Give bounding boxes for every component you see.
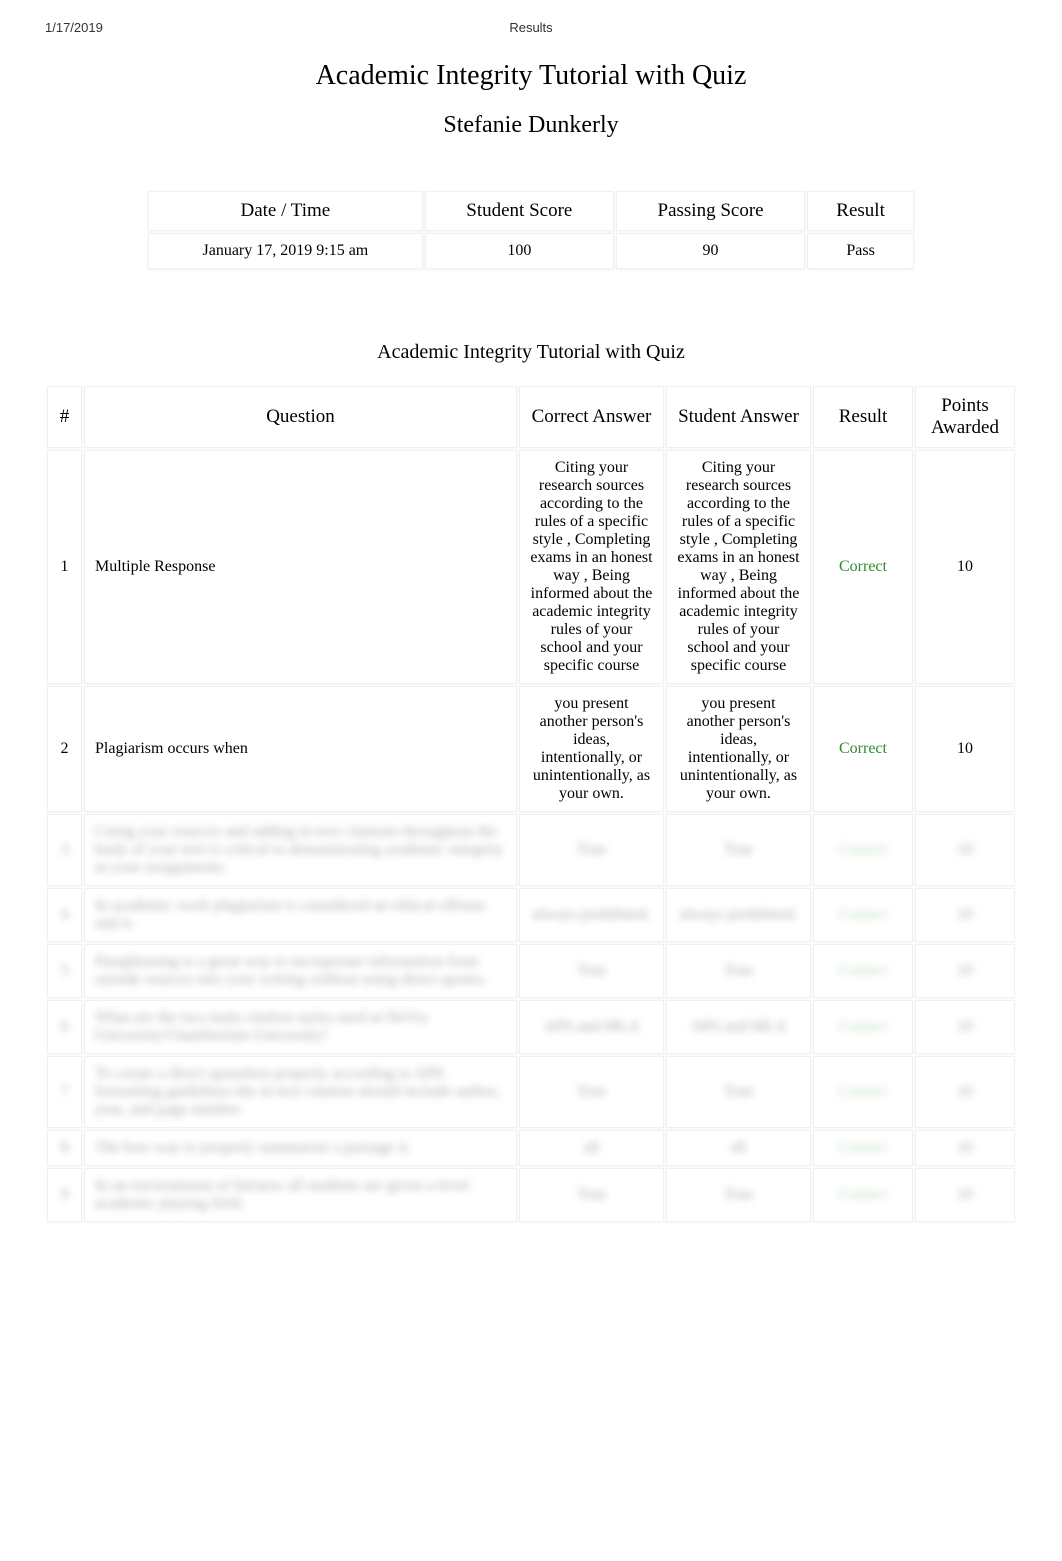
summary-header-result: Result xyxy=(807,191,914,231)
row-points: 10 xyxy=(915,814,1015,886)
row-correct-answer: always prohibited. xyxy=(519,888,664,942)
row-number: 4 xyxy=(47,888,82,942)
row-student-answer: True xyxy=(666,1056,811,1128)
results-header-num: # xyxy=(47,386,82,448)
student-name: Stefanie Dunkerly xyxy=(45,112,1017,139)
row-points: 10 xyxy=(915,1130,1015,1166)
row-student-answer: True xyxy=(666,944,811,998)
summary-passing: 90 xyxy=(616,233,805,269)
results-table: # Question Correct Answer Student Answer… xyxy=(45,384,1017,1224)
row-number: 3 xyxy=(47,814,82,886)
row-points: 10 xyxy=(915,888,1015,942)
row-points: 10 xyxy=(915,686,1015,812)
row-points: 10 xyxy=(915,1000,1015,1054)
row-question: Plagiarism occurs when xyxy=(84,686,517,812)
summary-table: Date / Time Student Score Passing Score … xyxy=(146,189,916,271)
row-question: Multiple Response xyxy=(84,450,517,684)
row-correct-answer: True xyxy=(519,814,664,886)
row-question: In academic work plagiarism is considere… xyxy=(84,888,517,942)
row-number: 1 xyxy=(47,450,82,684)
summary-header-score: Student Score xyxy=(425,191,614,231)
summary-datetime: January 17, 2019 9:15 am xyxy=(148,233,423,269)
results-header-points: Points Awarded xyxy=(915,386,1015,448)
table-row: 7To create a direct quotation properly a… xyxy=(47,1056,1015,1128)
row-result: Correct xyxy=(813,686,913,812)
table-row: 6What are the two main citation styles u… xyxy=(47,1000,1015,1054)
table-row: 3Citing your sources and adding in-text … xyxy=(47,814,1015,886)
results-header-result: Result xyxy=(813,386,913,448)
table-row: 1Multiple ResponseCiting your research s… xyxy=(47,450,1015,684)
print-header: 1/17/2019 Results xyxy=(45,20,1017,35)
row-correct-answer: True xyxy=(519,1056,664,1128)
row-result: Correct xyxy=(813,1130,913,1166)
row-points: 10 xyxy=(915,450,1015,684)
row-result: Correct xyxy=(813,450,913,684)
table-row: 9In an environment of fairness all stude… xyxy=(47,1168,1015,1222)
row-student-answer: always prohibited. xyxy=(666,888,811,942)
row-correct-answer: True xyxy=(519,944,664,998)
row-result: Correct xyxy=(813,1000,913,1054)
table-row: 2Plagiarism occurs whenyou present anoth… xyxy=(47,686,1015,812)
row-student-answer: True xyxy=(666,1168,811,1222)
results-header-question: Question xyxy=(84,386,517,448)
row-points: 10 xyxy=(915,944,1015,998)
summary-result: Pass xyxy=(807,233,914,269)
row-number: 6 xyxy=(47,1000,82,1054)
row-question: The best way to properly summarize a pas… xyxy=(84,1130,517,1166)
print-date: 1/17/2019 xyxy=(45,20,103,35)
row-student-answer: you present another person's ideas, inte… xyxy=(666,686,811,812)
row-number: 2 xyxy=(47,686,82,812)
row-result: Correct xyxy=(813,1168,913,1222)
summary-header-passing: Passing Score xyxy=(616,191,805,231)
row-question: Citing your sources and adding in-text c… xyxy=(84,814,517,886)
row-correct-answer: Citing your research sources according t… xyxy=(519,450,664,684)
row-correct-answer: you present another person's ideas, inte… xyxy=(519,686,664,812)
row-question: What are the two main citation styles us… xyxy=(84,1000,517,1054)
table-row: 8The best way to properly summarize a pa… xyxy=(47,1130,1015,1166)
row-question: In an environment of fairness all studen… xyxy=(84,1168,517,1222)
row-result: Correct xyxy=(813,814,913,886)
row-number: 7 xyxy=(47,1056,82,1128)
results-header-correct: Correct Answer xyxy=(519,386,664,448)
row-question: To create a direct quotation properly ac… xyxy=(84,1056,517,1128)
row-correct-answer: True xyxy=(519,1168,664,1222)
results-header-student: Student Answer xyxy=(666,386,811,448)
row-number: 9 xyxy=(47,1168,82,1222)
summary-score: 100 xyxy=(425,233,614,269)
row-result: Correct xyxy=(813,944,913,998)
table-row: 5Paraphrasing is a great way to incorpor… xyxy=(47,944,1015,998)
summary-row: January 17, 2019 9:15 am 100 90 Pass xyxy=(148,233,914,269)
row-correct-answer: all xyxy=(519,1130,664,1166)
row-result: Correct xyxy=(813,1056,913,1128)
table-row: 4In academic work plagiarism is consider… xyxy=(47,888,1015,942)
row-points: 10 xyxy=(915,1056,1015,1128)
row-number: 5 xyxy=(47,944,82,998)
row-student-answer: all xyxy=(666,1130,811,1166)
row-number: 8 xyxy=(47,1130,82,1166)
page-title: Academic Integrity Tutorial with Quiz xyxy=(45,60,1017,92)
row-points: 10 xyxy=(915,1168,1015,1222)
section-heading: Academic Integrity Tutorial with Quiz xyxy=(45,341,1017,364)
summary-header-datetime: Date / Time xyxy=(148,191,423,231)
row-correct-answer: APA and MLA xyxy=(519,1000,664,1054)
row-result: Correct xyxy=(813,888,913,942)
row-question: Paraphrasing is a great way to incorpora… xyxy=(84,944,517,998)
page-label: Results xyxy=(509,20,552,35)
row-student-answer: APA and MLA xyxy=(666,1000,811,1054)
row-student-answer: Citing your research sources according t… xyxy=(666,450,811,684)
row-student-answer: True xyxy=(666,814,811,886)
